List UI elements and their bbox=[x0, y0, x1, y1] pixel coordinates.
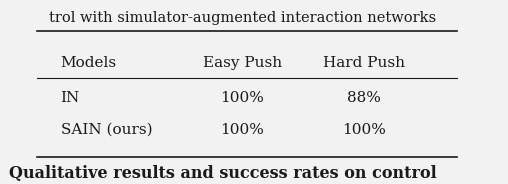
Text: 100%: 100% bbox=[342, 123, 386, 137]
Text: Models: Models bbox=[60, 56, 117, 70]
Text: Easy Push: Easy Push bbox=[203, 56, 282, 70]
Text: 100%: 100% bbox=[220, 91, 264, 105]
Text: 100%: 100% bbox=[220, 123, 264, 137]
Text: trol with simulator-augmented interaction networks: trol with simulator-augmented interactio… bbox=[49, 11, 436, 25]
Text: 88%: 88% bbox=[346, 91, 380, 105]
Text: IN: IN bbox=[60, 91, 80, 105]
Text: SAIN (ours): SAIN (ours) bbox=[60, 123, 152, 137]
Text: Hard Push: Hard Push bbox=[323, 56, 405, 70]
Text: Qualitative results and success rates on control: Qualitative results and success rates on… bbox=[9, 165, 437, 182]
